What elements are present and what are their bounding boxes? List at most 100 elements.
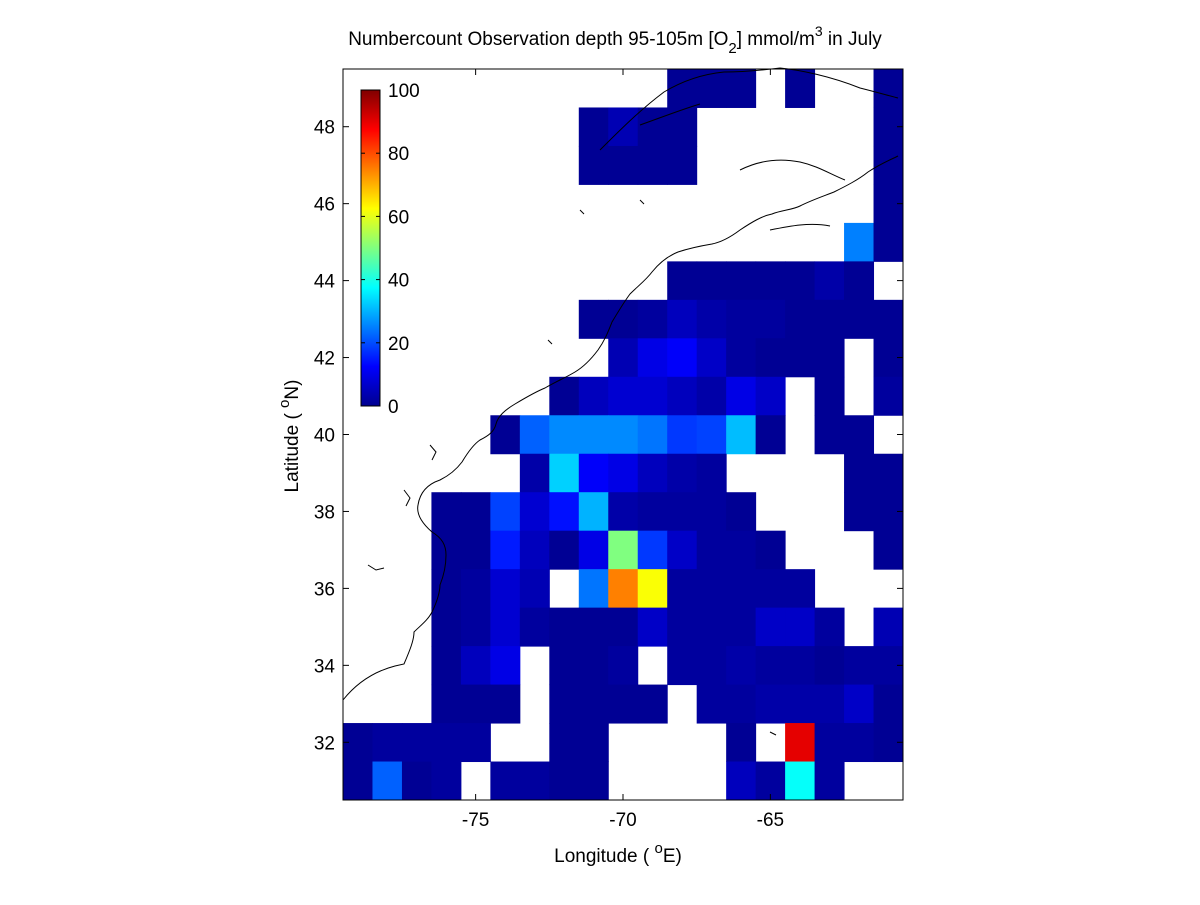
heatmap-cell [637,569,668,609]
heatmap-cell [696,569,727,609]
colorbar-tick-label: 80 [388,144,409,165]
heatmap-cell [785,684,816,724]
heatmap-cell [667,530,698,570]
heatmap-cell [844,261,875,301]
heatmap-cell [637,145,668,185]
colorbar-ticks: 0 20 40 60 80 100 [361,81,420,418]
heatmap-cell [578,607,609,647]
heatmap-cell [608,338,639,378]
heatmap-cell [696,69,727,108]
y-tick-label: 42 [314,349,335,370]
heatmap-cell [696,415,727,455]
heatmap-cell [873,453,904,493]
heatmap-cell [785,646,816,686]
heatmap-cell [726,376,757,416]
heatmap-cell [755,338,786,378]
x-axis-label: Longitude ( oE) [554,840,682,867]
heatmap-cell [785,761,816,801]
heatmap-cell [667,376,698,416]
heatmap-cell [667,261,698,301]
heatmap-cell [460,569,491,609]
heatmap-cell [726,261,757,301]
heatmap-cell [844,453,875,493]
heatmap-cell [431,607,462,647]
y-tick-label: 32 [314,733,335,754]
heatmap-cell [696,376,727,416]
heatmap-cell [814,376,845,416]
heatmap-cell [431,684,462,724]
x-tick-label: -75 [462,810,489,831]
heatmap-cell [696,453,727,493]
heatmap-cell [726,338,757,378]
heatmap-cell [401,761,432,801]
heatmap-cell [667,107,698,147]
heatmap-cell [726,684,757,724]
heatmap-cell [726,646,757,686]
heatmap-cell [608,646,639,686]
heatmap-cell [785,607,816,647]
y-tick-label: 46 [314,195,335,216]
heatmap-cell [637,684,668,724]
heatmap-cells [343,69,904,801]
heatmap-cell [873,299,904,339]
heatmap-cell [637,376,668,416]
heatmap-cell [696,646,727,686]
heatmap-cell [755,299,786,339]
heatmap-cell [873,376,904,416]
heatmap-cell [490,492,521,532]
heatmap-cell [549,761,580,801]
x-tick-label: -65 [757,810,784,831]
heatmap-cell [667,415,698,455]
heatmap-cell [696,492,727,532]
heatmap-cell [873,684,904,724]
heatmap-cell [696,299,727,339]
heatmap-cell [785,569,816,609]
heatmap-cell [578,107,609,147]
heatmap-cell [431,530,462,570]
y-axis-ticks: 32 34 36 38 40 42 44 46 48 [314,118,903,754]
heatmap-cell [490,684,521,724]
heatmap-cell [814,761,845,801]
heatmap-cell [431,761,462,801]
heatmap-cell [637,299,668,339]
heatmap-cell [549,607,580,647]
heatmap-cell [637,492,668,532]
coastline [342,67,899,736]
heatmap-cell [667,492,698,532]
heatmap-cell [549,453,580,493]
heatmap-cell [667,569,698,609]
heatmap-cell [844,492,875,532]
heatmap-cell [755,684,786,724]
heatmap-cell [785,338,816,378]
y-axis-label: Latitude ( oN) [276,380,303,493]
heatmap-cell [873,69,904,108]
heatmap-cell [667,69,698,108]
colorbar: 0 20 40 60 80 100 [360,81,420,418]
heatmap-cell [873,530,904,570]
heatmap-cell [549,684,580,724]
heatmap-cell [460,684,491,724]
heatmap-cell [637,530,668,570]
heatmap-cell [431,646,462,686]
heatmap-cell [608,684,639,724]
heatmap-cell [460,530,491,570]
chart-title: Numbercount Observation depth 95-105m [O… [348,23,882,57]
heatmap-cell [667,607,698,647]
heatmap-cell [785,299,816,339]
y-tick-label: 40 [314,426,335,447]
heatmap-cell [696,530,727,570]
heatmap-cell [726,723,757,763]
heatmap-cell [608,453,639,493]
y-tick-label: 44 [314,272,336,293]
heatmap-cell [519,492,550,532]
heatmap-cell [578,492,609,532]
heatmap-cell [844,684,875,724]
heatmap-cell [814,684,845,724]
heatmap-cell [873,222,904,262]
heatmap-cell [696,261,727,301]
heatmap-cell [755,415,786,455]
heatmap-cell [343,761,373,801]
heatmap-cell [696,607,727,647]
